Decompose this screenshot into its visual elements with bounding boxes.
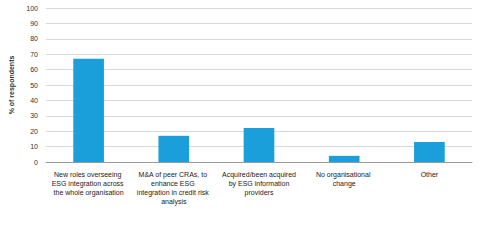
svg-text:40: 40 [30, 97, 38, 104]
svg-text:% of respondents: % of respondents [8, 56, 16, 115]
svg-text:0: 0 [34, 159, 38, 166]
svg-text:60: 60 [30, 66, 38, 73]
svg-text:enhance ESG: enhance ESG [151, 180, 197, 187]
svg-text:New roles overseeing: New roles overseeing [54, 171, 123, 179]
svg-text:providers: providers [245, 189, 274, 197]
svg-text:integration in credit risk: integration in credit risk [137, 189, 211, 197]
svg-text:90: 90 [30, 20, 38, 27]
svg-text:30: 30 [30, 112, 38, 119]
svg-text:by ESG information: by ESG information [227, 180, 292, 188]
svg-text:change: change [333, 180, 356, 188]
svg-text:ESG integration across: ESG integration across [52, 180, 126, 188]
svg-text:the whole organisation: the whole organisation [54, 189, 124, 197]
svg-text:80: 80 [30, 35, 38, 42]
svg-text:analysis: analysis [161, 198, 187, 206]
svg-text:M&A of peer CRAs, to: M&A of peer CRAs, to [139, 171, 209, 179]
svg-text:Acquired/been acquired: Acquired/been acquired [222, 171, 296, 179]
svg-text:50: 50 [30, 82, 38, 89]
svg-text:No organisational: No organisational [316, 171, 372, 179]
svg-text:70: 70 [30, 51, 38, 58]
svg-text:20: 20 [30, 128, 38, 135]
svg-text:Other: Other [421, 171, 439, 178]
svg-text:100: 100 [26, 5, 38, 12]
svg-text:10: 10 [30, 143, 38, 150]
